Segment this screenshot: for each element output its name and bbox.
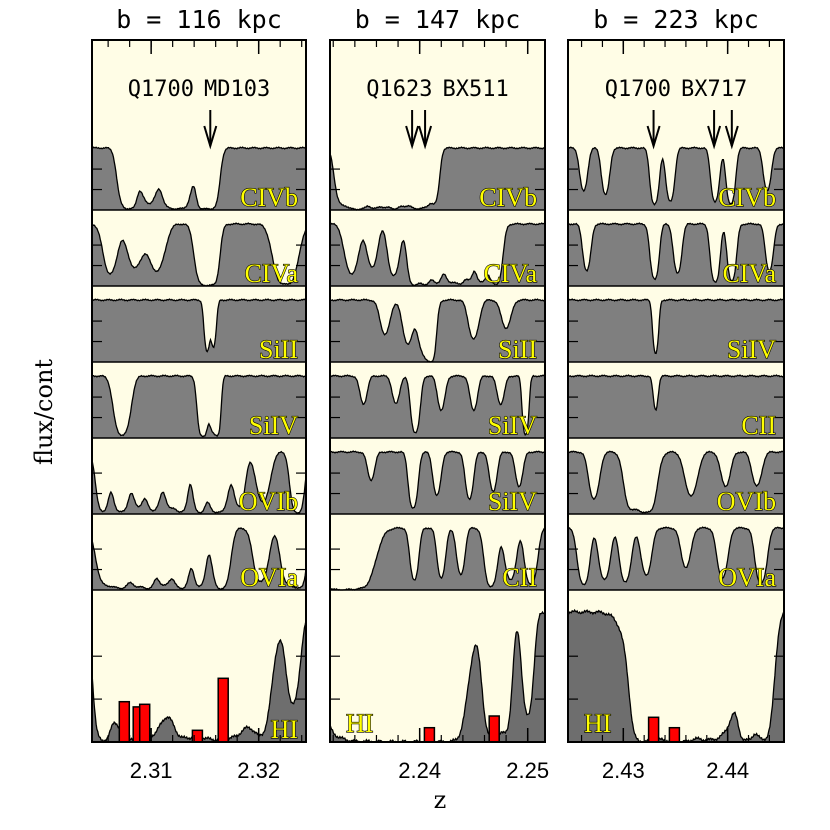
panel-3-sightline-label: Q1700 BX717 [605,77,747,102]
panel-3-ion-label-3: SiIV [727,335,776,364]
panel-3-row-5-spectrum [567,450,785,514]
panel-1-hi-bar-1 [118,700,131,743]
panel-2-row-5-fill [330,451,545,514]
panel-3-ion-label-7: HI [584,709,611,738]
panel-2-title: b = 147 kpc [355,5,521,34]
panel-2-ion-label-5: SiIV [488,487,537,516]
panel-3-hi-bar-1 [647,716,660,743]
panel-1-xtick-label-2: 2.32 [237,758,280,783]
panel-2-ion-label-7: HI [346,709,373,738]
panel-1-xtick-label-1: 2.31 [130,758,173,783]
panel-3-row-4-fill [568,375,784,438]
panel-1-ion-label-5: OVIb [239,487,298,516]
panel-3-row-3-spectrum [567,298,785,355]
panel-3-row-4-spectrum [567,374,785,412]
panel-3-galaxy-arrowhead-3 [724,125,739,150]
panel-3-row-2-fill [568,223,784,286]
panel-1-row-5-spectrum [91,450,307,515]
panel-3-row-1-spectrum [567,146,785,206]
panel-3-qso-name: Q1700 [605,77,671,102]
panel-2-row-6-spectrum [329,526,546,591]
panel-1-row-1-spectrum [91,146,307,211]
panel-2-hi-bar-1 [423,726,436,743]
panel-1-row-4-spectrum [91,374,307,438]
panel-1-qso-name: Q1700 [128,77,194,102]
panel-1-row-2-spectrum [91,222,307,287]
panel-2-ion-label-2: CIVa [484,259,538,288]
panel-1-sightline-label: Q1700 MD103 [128,77,270,102]
panel-2-hi-bar-2 [488,715,500,743]
panel-3-row-6-fill [568,527,784,590]
panel-3-row-5-fill [568,451,784,514]
panel-2-ion-label-1: CIVb [479,183,537,212]
panel-2-galaxy-name: BX511 [443,77,509,102]
panel-1-ion-label-1: CIVb [240,183,298,212]
panel-2-ion-label-6: CII [502,563,537,592]
panel-3-row-6-spectrum [567,526,785,586]
panel-1-ion-label-2: CIVa [245,259,299,288]
panel-2-frame [329,39,546,743]
panel-2-qso-name: Q1623 [366,77,432,102]
panel-2-row-2-spectrum [329,222,546,287]
panel-2-xtick-label-1: 2.24 [398,758,441,783]
panel-1-galaxy-arrowhead-1 [203,125,218,150]
panel-1-row-6-fill [92,527,306,590]
panel-1-row-2-fill [92,223,306,286]
panel-2-row-4-fill [330,375,545,438]
panel-2-galaxy-arrowhead-2 [418,125,433,150]
panel-1-frame [91,39,307,743]
panel-1-hi-bar-5 [217,677,229,743]
panel-3-ion-label-6: OVIa [718,563,776,592]
panel-1-title: b = 116 kpc [116,5,282,34]
panel-3-ion-label-4: CII [741,411,776,440]
panel-2-row-6-fill [330,527,545,590]
panel-2-row-7-fill [330,612,545,742]
panel-3-xtick-label-2: 2.44 [706,758,749,783]
panel-2: CIVb CIVa SiII SiIV SiIV CII HI Q1623 BX511 b = 1… [329,5,549,783]
panel-2-ion-label-4: SiIV [488,411,537,440]
panel-2-row-5-spectrum [329,450,546,509]
panel-3-ion-label-1: CIVb [718,183,776,212]
panel-1-row-3-fill [92,299,306,362]
panel-3-galaxy-arrowhead-2 [707,125,722,150]
panel-1-ion-label-6: OVIa [240,563,298,592]
panel-3-galaxy-name: BX717 [681,77,747,102]
panel-2-row-1-spectrum [329,146,545,211]
panel-1-ion-label-7: HI [271,715,298,744]
panel-3-ion-label-5: OVIb [717,487,776,516]
panel-3-ion-label-2: CIVa [723,259,777,288]
panel-1-row-4-fill [92,375,306,438]
x-axis-label: z [434,786,447,814]
panel-1: CIVb CIVa SiII SiIV OVIb OVIa HI Q1700 MD103 b = … [91,5,307,783]
panel-1-hi-bar-3 [138,703,151,743]
panel-1-row-3-spectrum [91,298,307,353]
panel-3-row-3-fill [568,299,784,362]
panel-1-ion-label-3: SiII [259,335,298,364]
panels: CIVb CIVa SiII SiIV OVIb OVIa HI Q1700 MD103 b = … [91,5,785,783]
panel-1-row-7-fill [92,620,306,742]
panel-1-row-6-spectrum [91,527,307,590]
panel-3-row-1-fill [568,147,784,210]
panel-2-galaxy-arrowhead-1 [405,125,420,150]
panel-3-galaxy-arrowhead-1 [646,125,661,150]
panel-3: CIVb CIVa SiIV CII OVIb OVIa HI Q1700 BX717 b = 2… [567,5,785,783]
panel-2-xtick-label-2: 2.25 [506,758,549,783]
panel-1-ion-label-4: SiIV [249,411,298,440]
y-axis-label: flux/cont [30,359,58,465]
panel-2-row-2-fill [330,223,545,286]
panel-3-title: b = 223 kpc [593,5,759,34]
panel-2-row-3-spectrum [329,298,546,363]
panel-3-row-2-spectrum [567,222,785,283]
panel-1-galaxy-name: MD103 [204,77,270,102]
panel-3-frame [567,39,785,743]
panel-3-row-7-fill [568,610,784,742]
panel-2-row-1-fill [330,147,545,210]
panel-3-xtick-label-1: 2.43 [602,758,645,783]
panel-1-row-1-fill [92,147,306,210]
panel-2-row-4-spectrum [329,374,546,437]
panel-2-sightline-label: Q1623 BX511 [366,77,508,102]
panel-3-hi-bar-2 [668,726,681,743]
panel-2-ion-label-3: SiII [498,335,537,364]
